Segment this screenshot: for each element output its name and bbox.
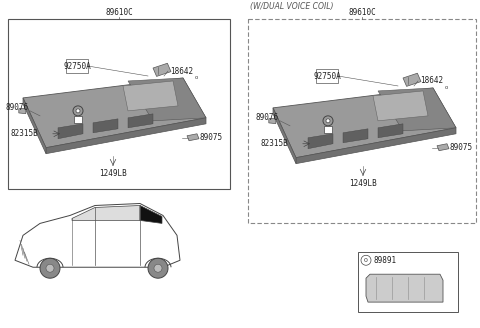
Text: 89610C: 89610C [105, 8, 133, 17]
Circle shape [154, 264, 162, 272]
Text: 18642: 18642 [420, 76, 443, 86]
Polygon shape [366, 274, 443, 302]
Text: 18642: 18642 [170, 67, 193, 75]
Polygon shape [23, 98, 46, 154]
Text: 89076: 89076 [6, 103, 29, 113]
Polygon shape [273, 88, 456, 158]
Polygon shape [46, 118, 206, 154]
Text: 89610C: 89610C [348, 8, 376, 17]
Polygon shape [140, 205, 162, 223]
Polygon shape [378, 124, 403, 138]
Polygon shape [269, 118, 276, 124]
Bar [74, 116, 82, 123]
Polygon shape [273, 108, 296, 164]
Text: 1249LB: 1249LB [349, 178, 377, 188]
Circle shape [40, 258, 60, 278]
Polygon shape [123, 81, 178, 111]
Text: o: o [444, 86, 448, 91]
Bar [66, 59, 88, 73]
Polygon shape [58, 124, 83, 139]
Circle shape [148, 258, 168, 278]
Text: 89075: 89075 [450, 143, 473, 152]
Text: 82315B: 82315B [260, 139, 288, 148]
Polygon shape [308, 134, 333, 149]
Polygon shape [128, 114, 153, 128]
Text: 92750A: 92750A [63, 62, 91, 71]
Polygon shape [343, 129, 368, 143]
Polygon shape [296, 128, 456, 164]
Text: 92750A: 92750A [313, 72, 341, 80]
Bar [316, 69, 338, 83]
Bar [324, 126, 332, 133]
Polygon shape [373, 91, 428, 121]
Bar [8, 19, 230, 189]
Polygon shape [128, 78, 206, 121]
Polygon shape [72, 205, 140, 220]
Polygon shape [187, 134, 199, 141]
Text: 0: 0 [364, 258, 368, 263]
Text: 89891: 89891 [374, 256, 397, 265]
Text: 89075: 89075 [200, 133, 223, 142]
Text: 1249LB: 1249LB [99, 169, 127, 178]
Polygon shape [19, 108, 26, 114]
Bar [248, 19, 476, 223]
Polygon shape [23, 78, 206, 148]
Text: (W/DUAL VOICE COIL): (W/DUAL VOICE COIL) [250, 2, 334, 11]
Circle shape [326, 119, 330, 123]
Circle shape [46, 264, 54, 272]
Polygon shape [93, 119, 118, 133]
Bar [358, 252, 458, 312]
Text: 82315B: 82315B [10, 129, 38, 138]
Text: 89076: 89076 [256, 113, 279, 122]
Polygon shape [437, 144, 449, 151]
Text: o: o [194, 75, 198, 80]
Circle shape [76, 109, 80, 113]
Polygon shape [153, 63, 171, 76]
Polygon shape [15, 203, 180, 267]
Polygon shape [378, 88, 456, 131]
Polygon shape [403, 73, 421, 86]
